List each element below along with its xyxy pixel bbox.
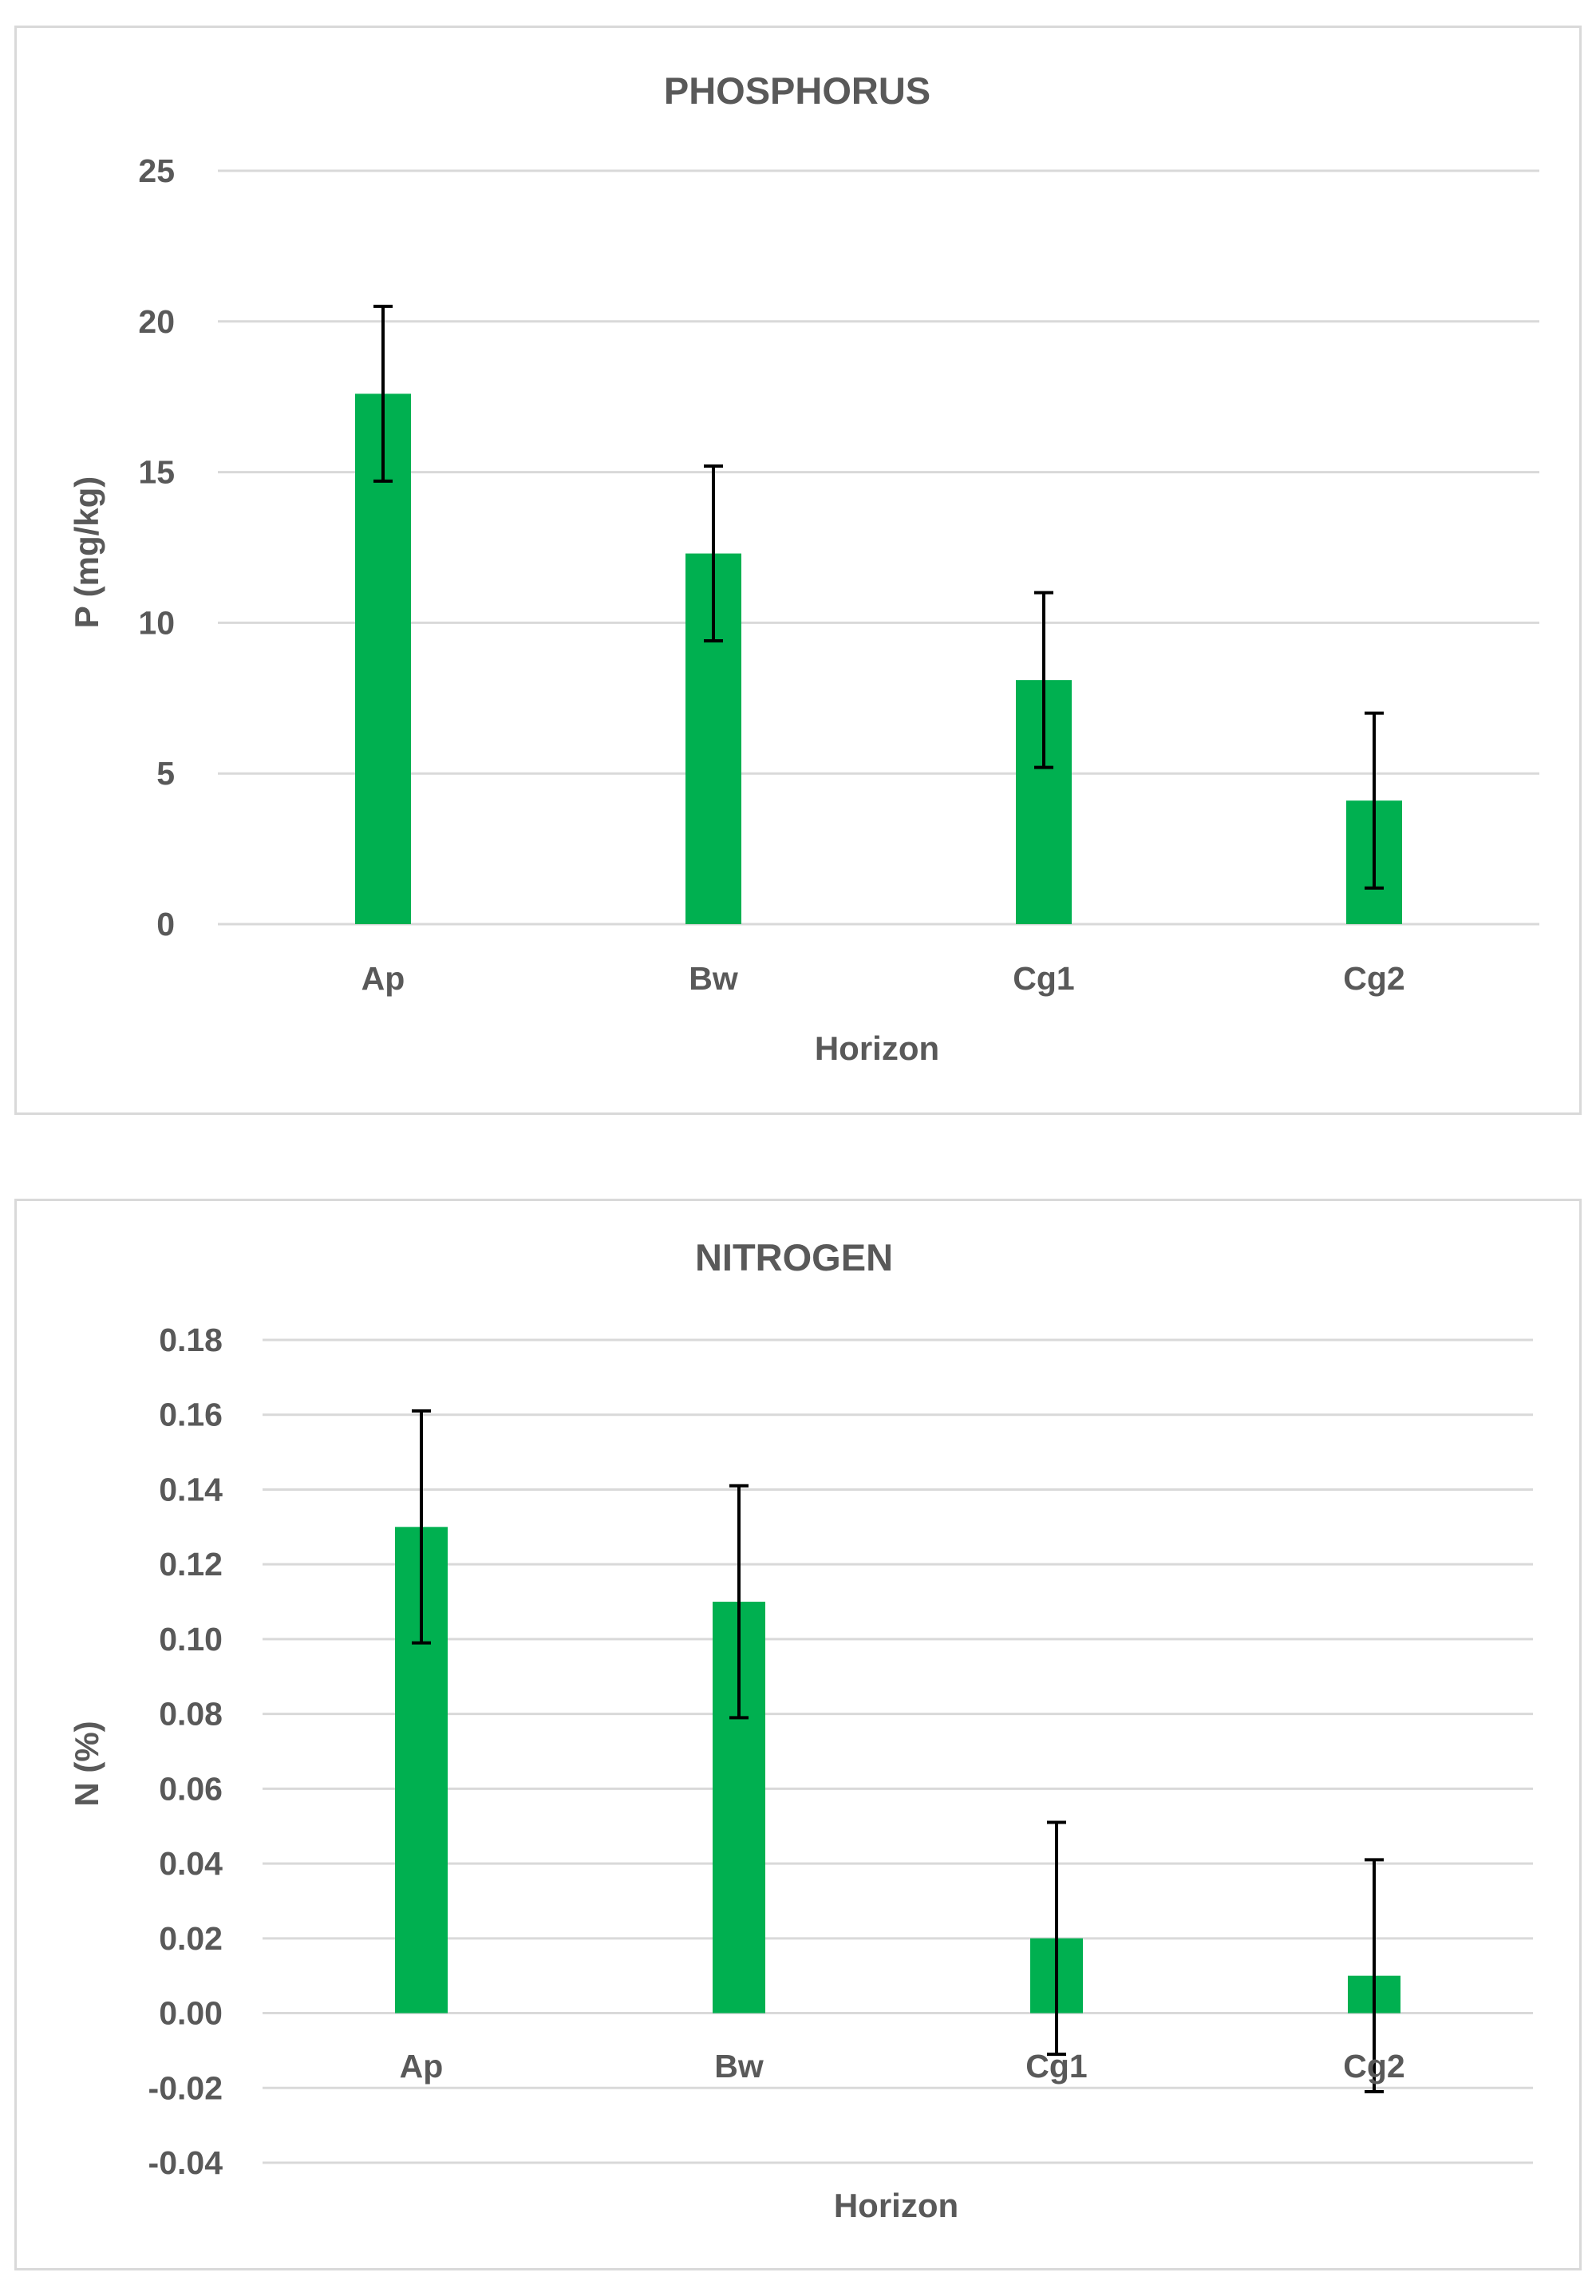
y-axis-title: P (mg/kg) <box>68 476 105 629</box>
y-axis-title: N (%) <box>68 1721 105 1806</box>
error-bar-cg1 <box>1047 1820 1066 2057</box>
y-tick-label: -0.02 <box>148 2069 223 2106</box>
error-bar-cg2 <box>1365 711 1384 890</box>
error-bar-cg2 <box>1365 1858 1384 2093</box>
y-tick-label: 0.14 <box>159 1471 223 1508</box>
x-tick-label: Cg1 <box>1025 2048 1087 2085</box>
y-tick-label: 20 <box>138 303 175 340</box>
x-axis-title: Horizon <box>815 1029 939 1067</box>
phosphorus-chart: PHOSPHORUS 0 5 10 15 20 25 Ap Bw Cg1 Cg2 Horizon… <box>68 69 1539 1067</box>
x-axis-title: Horizon <box>834 2187 958 2224</box>
error-bar-ap <box>412 1409 431 1645</box>
x-tick-label: Ap <box>400 2048 444 2085</box>
y-tick-label: 0.12 <box>159 1546 223 1583</box>
y-tick-label: -0.04 <box>148 2144 223 2181</box>
y-tick-label: 0.10 <box>159 1621 223 1658</box>
y-tick-label: 0 <box>156 906 175 943</box>
error-bar-bw <box>704 464 723 643</box>
x-tick-label: Bw <box>689 960 738 997</box>
y-tick-label: 10 <box>138 604 175 641</box>
y-tick-label: 0.00 <box>159 1995 223 2032</box>
error-bar-bw <box>729 1484 749 1720</box>
y-tick-label: 0.16 <box>159 1397 223 1433</box>
y-tick-label: 0.06 <box>159 1770 223 1807</box>
y-tick-label: 0.18 <box>159 1322 223 1358</box>
y-tick-label: 0.08 <box>159 1696 223 1733</box>
chart-title: PHOSPHORUS <box>664 69 930 112</box>
phosphorus-chart-panel: PHOSPHORUS 0 5 10 15 20 25 Ap Bw Cg1 Cg2 Horizon… <box>14 26 1582 1115</box>
x-tick-label: Bw <box>714 2048 764 2085</box>
error-bar-ap <box>373 304 393 483</box>
x-tick-label: Cg2 <box>1343 2048 1404 2085</box>
x-tick-label: Cg1 <box>1013 960 1074 997</box>
error-bar-cg1 <box>1034 591 1053 769</box>
y-tick-label: 0.04 <box>159 1845 223 1882</box>
y-tick-label: 15 <box>138 454 175 491</box>
nitrogen-chart: NITROGEN -0.04 -0.02 0.00 0.02 0.04 0.06 0.08 0… <box>68 1236 1533 2224</box>
y-tick-label: 0.02 <box>159 1920 223 1957</box>
x-tick-label: Cg2 <box>1343 960 1404 997</box>
y-tick-label: 5 <box>156 755 175 792</box>
y-tick-label: 25 <box>138 152 175 189</box>
x-tick-label: Ap <box>361 960 405 997</box>
nitrogen-chart-panel: NITROGEN -0.04 -0.02 0.00 0.02 0.04 0.06 0.08 0… <box>14 1199 1582 2270</box>
chart-title: NITROGEN <box>695 1236 893 1278</box>
